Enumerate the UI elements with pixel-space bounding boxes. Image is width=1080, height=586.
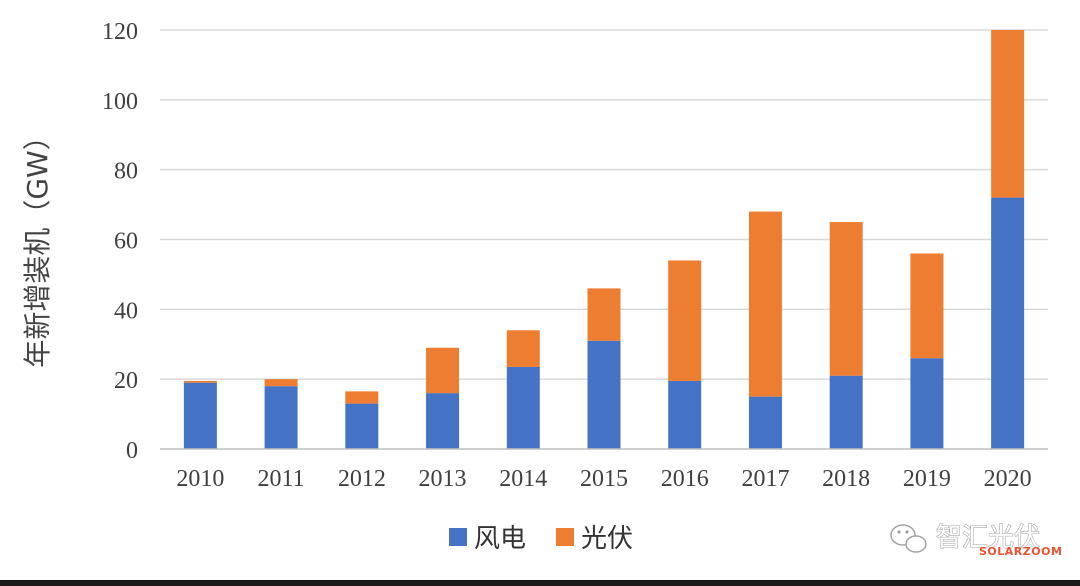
y-tick-label: 120 <box>102 19 138 45</box>
legend-swatch-wind <box>449 528 467 546</box>
wechat-icon <box>890 524 927 553</box>
legend-label-solar: 光伏 <box>581 524 633 554</box>
x-tick-label: 2015 <box>580 466 628 492</box>
watermark: 智汇光伏 SOLARZOOM <box>890 522 1062 558</box>
bar-wind-2017 <box>748 396 782 449</box>
bar-wind-2011 <box>264 386 298 449</box>
legend-label-wind: 风电 <box>474 524 526 554</box>
bar-wind-2016 <box>668 380 702 449</box>
bar-solar-2018 <box>829 222 863 376</box>
y-tick-label: 60 <box>114 229 138 255</box>
y-tick-label: 40 <box>114 298 138 324</box>
y-tick-label: 20 <box>114 368 138 394</box>
y-tick-label: 100 <box>102 89 138 115</box>
bar-solar-2013 <box>426 347 460 394</box>
x-tick-label: 2012 <box>338 466 386 492</box>
bar-wind-2012 <box>345 403 379 449</box>
watermark-text: 智汇光伏 <box>936 523 1040 553</box>
bar-solar-2020 <box>991 30 1025 198</box>
x-tick-label: 2020 <box>984 466 1032 492</box>
x-tick-label: 2016 <box>661 466 709 492</box>
x-tick-label: 2019 <box>903 466 951 492</box>
y-tick-label: 80 <box>114 159 138 185</box>
bar-wind-2018 <box>829 375 863 449</box>
bar-solar-2019 <box>910 253 944 359</box>
bottom-border <box>0 580 1080 586</box>
x-tick-label: 2011 <box>258 466 305 492</box>
bar-solar-2012 <box>345 391 379 404</box>
bar-wind-2013 <box>426 393 460 449</box>
bars <box>183 30 1025 449</box>
y-axis-ticks: 0 20 40 60 80 100 120 <box>102 19 138 464</box>
x-tick-label: 2017 <box>741 466 789 492</box>
bar-wind-2010 <box>183 382 217 449</box>
bar-wind-2019 <box>910 358 944 449</box>
bar-solar-2017 <box>748 211 782 397</box>
y-tick-label: 0 <box>126 438 138 464</box>
x-tick-label: 2013 <box>419 466 467 492</box>
x-tick-label: 2014 <box>499 466 547 492</box>
legend-swatch-solar <box>556 528 574 546</box>
watermark-subtext: SOLARZOOM <box>979 545 1062 558</box>
bar-wind-2015 <box>587 340 621 449</box>
y-axis-label: 年新增装机（GW） <box>21 122 54 367</box>
bar-wind-2020 <box>991 197 1025 449</box>
legend: 风电 光伏 <box>449 524 633 554</box>
bar-solar-2014 <box>506 330 540 367</box>
gridlines <box>160 29 1048 380</box>
x-tick-label: 2010 <box>176 466 224 492</box>
bar-wind-2014 <box>506 366 540 449</box>
x-axis-ticks: 2010 2011 2012 2013 2014 2015 2016 2017 2018 2019… <box>176 466 1031 492</box>
x-tick-label: 2018 <box>822 466 870 492</box>
bar-solar-2015 <box>587 288 621 341</box>
bar-solar-2011 <box>264 379 298 387</box>
bar-solar-2016 <box>668 260 702 381</box>
bar-solar-2010 <box>183 380 217 383</box>
